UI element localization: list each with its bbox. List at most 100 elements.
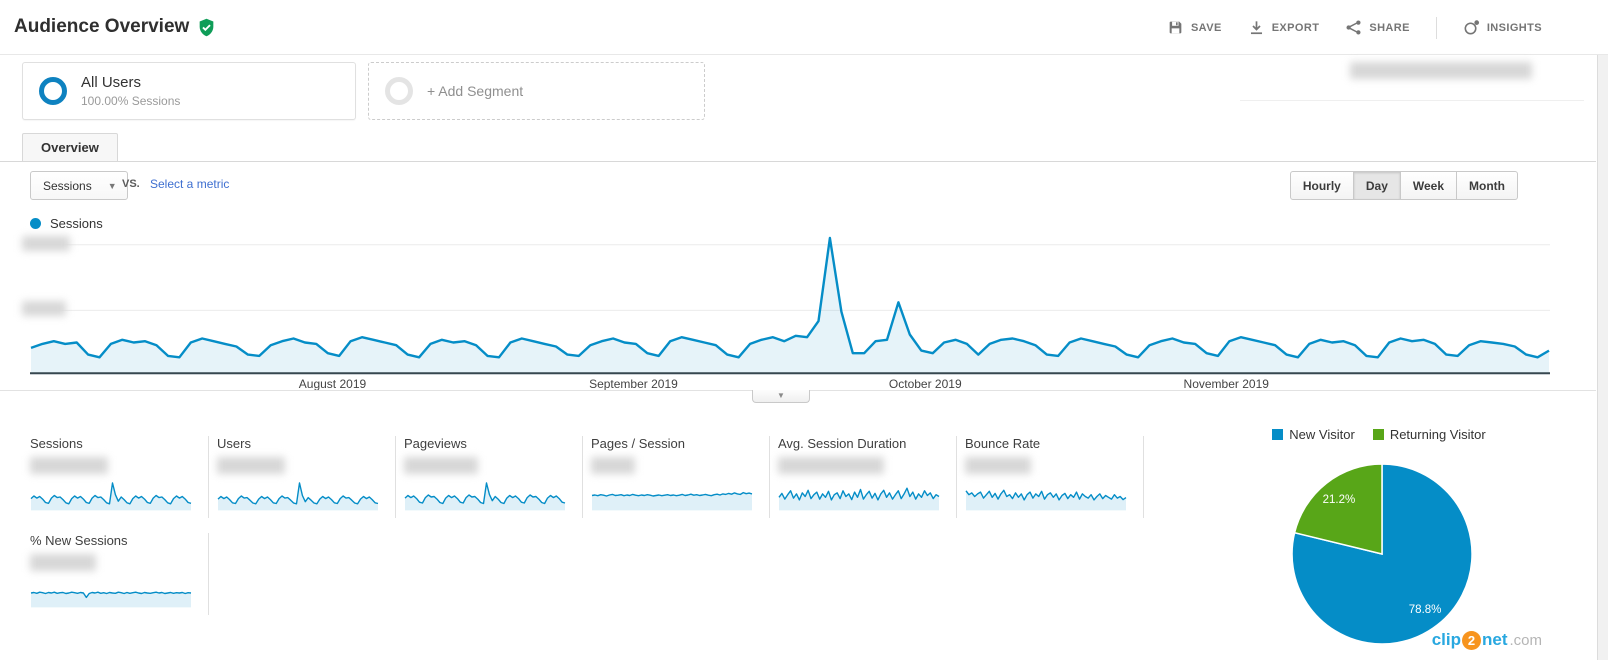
metric-label: Bounce Rate: [965, 436, 1041, 451]
series-area: [31, 238, 1549, 375]
metric-value-redacted: [965, 457, 1031, 474]
metric-value-redacted: [591, 457, 635, 474]
metric-card-pageviews[interactable]: Pageviews: [396, 436, 583, 518]
series-line: [778, 487, 940, 501]
date-range-selector-redacted[interactable]: [1350, 62, 1532, 79]
metric-selector-dropdown[interactable]: Sessions ▼: [30, 171, 128, 200]
series-area: [592, 492, 752, 511]
share-button[interactable]: SHARE: [1345, 19, 1410, 36]
sessions-legend-label: Sessions: [50, 216, 103, 231]
clip2net-watermark: clip 2 net .com: [1431, 630, 1542, 650]
metric-cards-row-2: % New Sessions: [22, 533, 209, 615]
tab-strip: Overview: [0, 133, 1596, 162]
series-line: [217, 482, 379, 505]
metric-label: Sessions: [30, 436, 83, 451]
granularity-week-button[interactable]: Week: [1400, 171, 1458, 200]
metric-sparkline: [404, 482, 566, 511]
granularity-day-button[interactable]: Day: [1353, 171, 1401, 200]
save-icon: [1167, 19, 1184, 36]
pie-slice-value-label: 21.2%: [1323, 494, 1356, 506]
y-axis-tick-redacted: [22, 236, 70, 251]
legend-swatch-icon: [1272, 429, 1284, 440]
series-line: [404, 482, 566, 505]
chart-collapse-handle[interactable]: ▼: [752, 390, 810, 403]
add-segment-ring-icon: [385, 77, 413, 105]
segment-all-users[interactable]: All Users 100.00% Sessions: [22, 62, 356, 120]
metric-card-users[interactable]: Users: [209, 436, 396, 518]
metric-cards-row-1: Sessions Users Pageviews Pages / Session Avg…: [22, 436, 1144, 518]
metric-card-bounce-rate[interactable]: Bounce Rate: [957, 436, 1144, 518]
granularity-month-button[interactable]: Month: [1457, 171, 1518, 200]
y-axis-tick-redacted: [22, 301, 66, 316]
visitor-type-pie-chart[interactable]: 78.8% 21.2%: [1290, 462, 1474, 646]
metric-sparkline: [591, 491, 753, 511]
insights-button[interactable]: INSIGHTS: [1463, 19, 1542, 36]
segment-subtitle: 100.00% Sessions: [81, 94, 181, 108]
segment-title: All Users: [81, 74, 142, 91]
chevron-down-icon: ▼: [777, 391, 785, 400]
header-actions: SAVE EXPORT SHARE INSIGHTS: [1167, 0, 1542, 55]
series-line: [30, 482, 192, 505]
metric-value-redacted: [778, 457, 884, 474]
export-button[interactable]: EXPORT: [1248, 19, 1320, 36]
legend-swatch-icon: [1372, 429, 1384, 440]
vs-label: VS.: [122, 178, 140, 190]
metric-label: Pages / Session: [591, 436, 685, 451]
metric-value-redacted: [30, 457, 108, 474]
series-line: [30, 236, 1550, 359]
x-axis-label: September 2019: [589, 377, 678, 391]
add-segment-button[interactable]: + Add Segment: [368, 62, 705, 120]
sessions-legend-dot-icon: [30, 218, 41, 229]
chevron-down-icon: ▼: [107, 180, 117, 191]
sessions-line-chart-svg: [30, 236, 1550, 375]
metric-sparkline: [30, 482, 192, 511]
scrollbar-gutter[interactable]: [1597, 55, 1608, 660]
series-line: [591, 491, 753, 497]
metric-card-avg-session-duration[interactable]: Avg. Session Duration: [770, 436, 957, 518]
x-axis-label: October 2019: [888, 377, 962, 391]
add-segment-label: + Add Segment: [427, 83, 524, 99]
series-area: [31, 592, 191, 608]
metric-card-sessions[interactable]: Sessions: [22, 436, 209, 518]
save-button[interactable]: SAVE: [1167, 19, 1222, 36]
pie-legend-item-returning-visitor[interactable]: Returning Visitor: [1372, 427, 1486, 442]
granularity-button-group: Hourly Day Week Month: [1289, 171, 1518, 200]
pie-legend: New Visitor Returning Visitor: [1248, 427, 1510, 442]
shield-check-icon: [197, 18, 216, 37]
metric-sparkline: [30, 591, 192, 608]
header-bar: Audience Overview SAVE EXPORT SHARE INSIGHT…: [0, 0, 1608, 55]
pie-legend-item-new-visitor[interactable]: New Visitor: [1272, 427, 1355, 442]
insights-icon: [1463, 19, 1480, 36]
date-range-box-edge: [1240, 100, 1584, 101]
tab-overview[interactable]: Overview: [22, 133, 118, 162]
chart-toolbar: Sessions ▼ VS. Select a metric Hourly Day…: [0, 162, 1596, 212]
series-line: [30, 591, 192, 599]
sessions-timeline-chart[interactable]: [22, 235, 1550, 375]
metric-sparkline: [778, 487, 940, 511]
series-line: [965, 489, 1127, 501]
x-axis-label: August 2019: [298, 377, 367, 391]
select-a-metric-link[interactable]: Select a metric: [150, 177, 230, 191]
metric-label: % New Sessions: [30, 533, 128, 548]
metric-value-redacted: [217, 457, 285, 474]
metric-value-redacted: [30, 554, 96, 571]
metric-card-pages-session[interactable]: Pages / Session: [583, 436, 770, 518]
segment-ring-icon: [39, 77, 67, 105]
download-icon: [1248, 19, 1265, 36]
share-icon: [1345, 19, 1362, 36]
metric-sparkline: [217, 482, 379, 511]
metric-card-new-sessions[interactable]: % New Sessions: [22, 533, 209, 615]
pie-slice-returning-visitor[interactable]: [1293, 463, 1383, 555]
page-title: Audience Overview: [14, 16, 190, 37]
metric-label: Pageviews: [404, 436, 467, 451]
chart-legend: Sessions: [30, 216, 103, 231]
x-axis-label: November 2019: [1183, 377, 1269, 391]
header-actions-divider: [1435, 16, 1437, 39]
x-axis-labels: August 2019 September 2019 October 2019 Nov…: [30, 377, 1550, 393]
granularity-hourly-button[interactable]: Hourly: [1289, 171, 1354, 200]
metric-label: Avg. Session Duration: [778, 436, 907, 451]
pie-slice-value-label: 78.8%: [1409, 604, 1442, 616]
metric-label: Users: [217, 436, 251, 451]
metric-value-redacted: [404, 457, 478, 474]
